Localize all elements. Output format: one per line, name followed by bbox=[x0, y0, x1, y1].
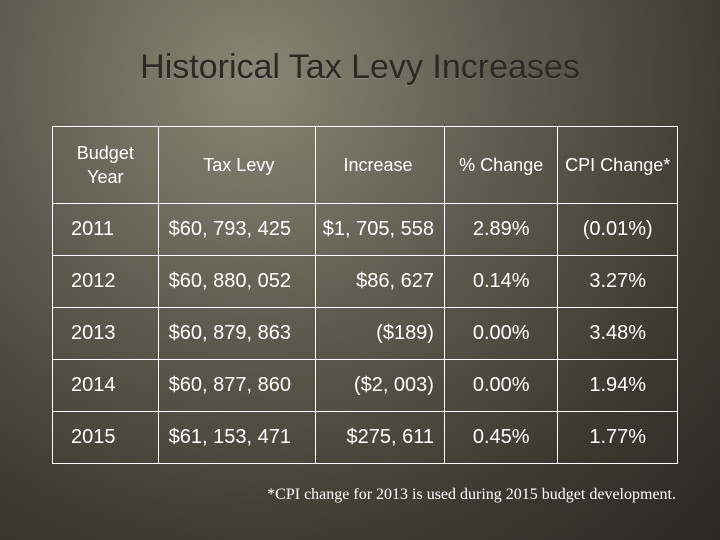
cell-year: 2012 bbox=[52, 255, 159, 308]
header-cpi-change: CPI Change* bbox=[557, 126, 678, 204]
cell-cpi-change: 3.27% bbox=[557, 255, 678, 308]
cell-cpi-change: (0.01%) bbox=[557, 203, 678, 256]
cell-year: 2014 bbox=[52, 359, 159, 412]
cell-increase: ($189) bbox=[315, 307, 445, 360]
cell-percent-change: 0.00% bbox=[443, 307, 559, 360]
header-tax-levy: Tax Levy bbox=[157, 126, 317, 204]
cell-percent-change: 0.00% bbox=[443, 359, 559, 412]
footnote: *CPI change for 2013 is used during 2015… bbox=[267, 486, 676, 503]
header-percent-change: % Change bbox=[443, 126, 559, 204]
table-row: 2013 $60, 879, 863 ($189) 0.00% 3.48% bbox=[52, 307, 678, 360]
cell-increase: $1, 705, 558 bbox=[315, 203, 445, 256]
cell-percent-change: 0.14% bbox=[443, 255, 559, 308]
cell-year: 2015 bbox=[52, 411, 159, 464]
cell-year: 2013 bbox=[52, 307, 159, 360]
cell-year: 2011 bbox=[52, 203, 159, 256]
cell-percent-change: 2.89% bbox=[443, 203, 559, 256]
table-row: 2014 $60, 877, 860 ($2, 003) 0.00% 1.94% bbox=[52, 359, 678, 412]
tax-levy-table: Budget Year Tax Levy Increase % Change C… bbox=[52, 126, 678, 464]
cell-cpi-change: 3.48% bbox=[557, 307, 678, 360]
cell-tax-levy: $60, 877, 860 bbox=[157, 359, 317, 412]
cell-tax-levy: $60, 793, 425 bbox=[157, 203, 317, 256]
table-row: 2011 $60, 793, 425 $1, 705, 558 2.89% (0… bbox=[52, 203, 678, 256]
header-budget-year: Budget Year bbox=[52, 126, 159, 204]
cell-tax-levy: $60, 879, 863 bbox=[157, 307, 317, 360]
cell-increase: ($2, 003) bbox=[315, 359, 445, 412]
header-increase: Increase bbox=[315, 126, 445, 204]
page-title: Historical Tax Levy Increases bbox=[140, 48, 580, 86]
cell-percent-change: 0.45% bbox=[443, 411, 559, 464]
cell-increase: $275, 611 bbox=[315, 411, 445, 464]
cell-tax-levy: $61, 153, 471 bbox=[157, 411, 317, 464]
cell-cpi-change: 1.94% bbox=[557, 359, 678, 412]
table-row: 2015 $61, 153, 471 $275, 611 0.45% 1.77% bbox=[52, 411, 678, 464]
cell-increase: $86, 627 bbox=[315, 255, 445, 308]
cell-cpi-change: 1.77% bbox=[557, 411, 678, 464]
cell-tax-levy: $60, 880, 052 bbox=[157, 255, 317, 308]
table-row: 2012 $60, 880, 052 $86, 627 0.14% 3.27% bbox=[52, 255, 678, 308]
table-header-row: Budget Year Tax Levy Increase % Change C… bbox=[52, 126, 678, 204]
